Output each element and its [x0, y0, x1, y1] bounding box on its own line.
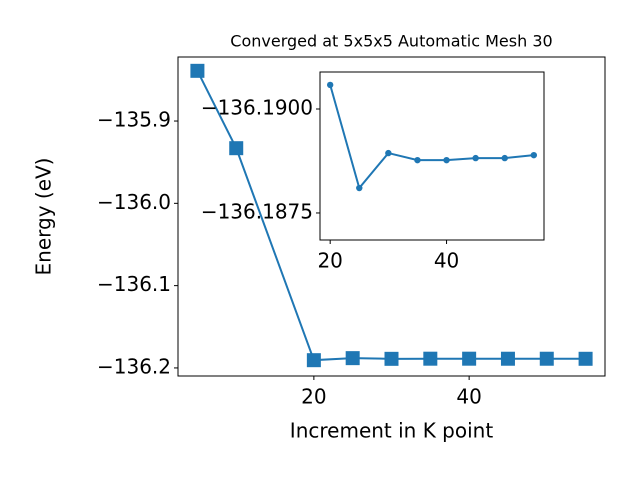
x-tick-label: 40: [434, 249, 459, 273]
marker: [384, 351, 399, 366]
x-tick-label: 20: [301, 385, 326, 409]
marker: [423, 351, 438, 366]
x-tick-label: 20: [317, 249, 342, 273]
y-tick-label: −136.1875: [201, 199, 313, 223]
y-tick-label: −136.1900: [201, 96, 313, 120]
y-tick-label: −136.0: [97, 190, 171, 214]
x-axis-label: Increment in K point: [290, 419, 494, 443]
x-tick-label: 40: [456, 385, 481, 409]
marker: [414, 156, 421, 164]
y-tick-label: −135.9: [97, 108, 171, 132]
marker: [326, 81, 334, 89]
marker: [578, 351, 593, 366]
marker: [530, 151, 538, 159]
y-tick-label: −136.1: [97, 272, 171, 296]
plot-area: [319, 71, 545, 241]
marker: [539, 351, 554, 366]
marker: [501, 154, 508, 162]
marker: [229, 141, 244, 156]
y-axis-label: Energy (eV): [32, 158, 56, 276]
chart-title: Converged at 5x5x5 Automatic Mesh 30: [230, 32, 552, 51]
line: [196, 70, 586, 362]
marker: [190, 63, 205, 78]
marker: [345, 351, 360, 366]
y-tick-label: −136.2: [97, 354, 171, 378]
marker: [356, 184, 363, 192]
marker: [472, 154, 479, 162]
marker: [385, 149, 392, 157]
marker: [500, 351, 515, 366]
marker: [462, 351, 477, 366]
marker: [306, 353, 321, 368]
line: [329, 84, 534, 191]
marker: [443, 156, 450, 164]
